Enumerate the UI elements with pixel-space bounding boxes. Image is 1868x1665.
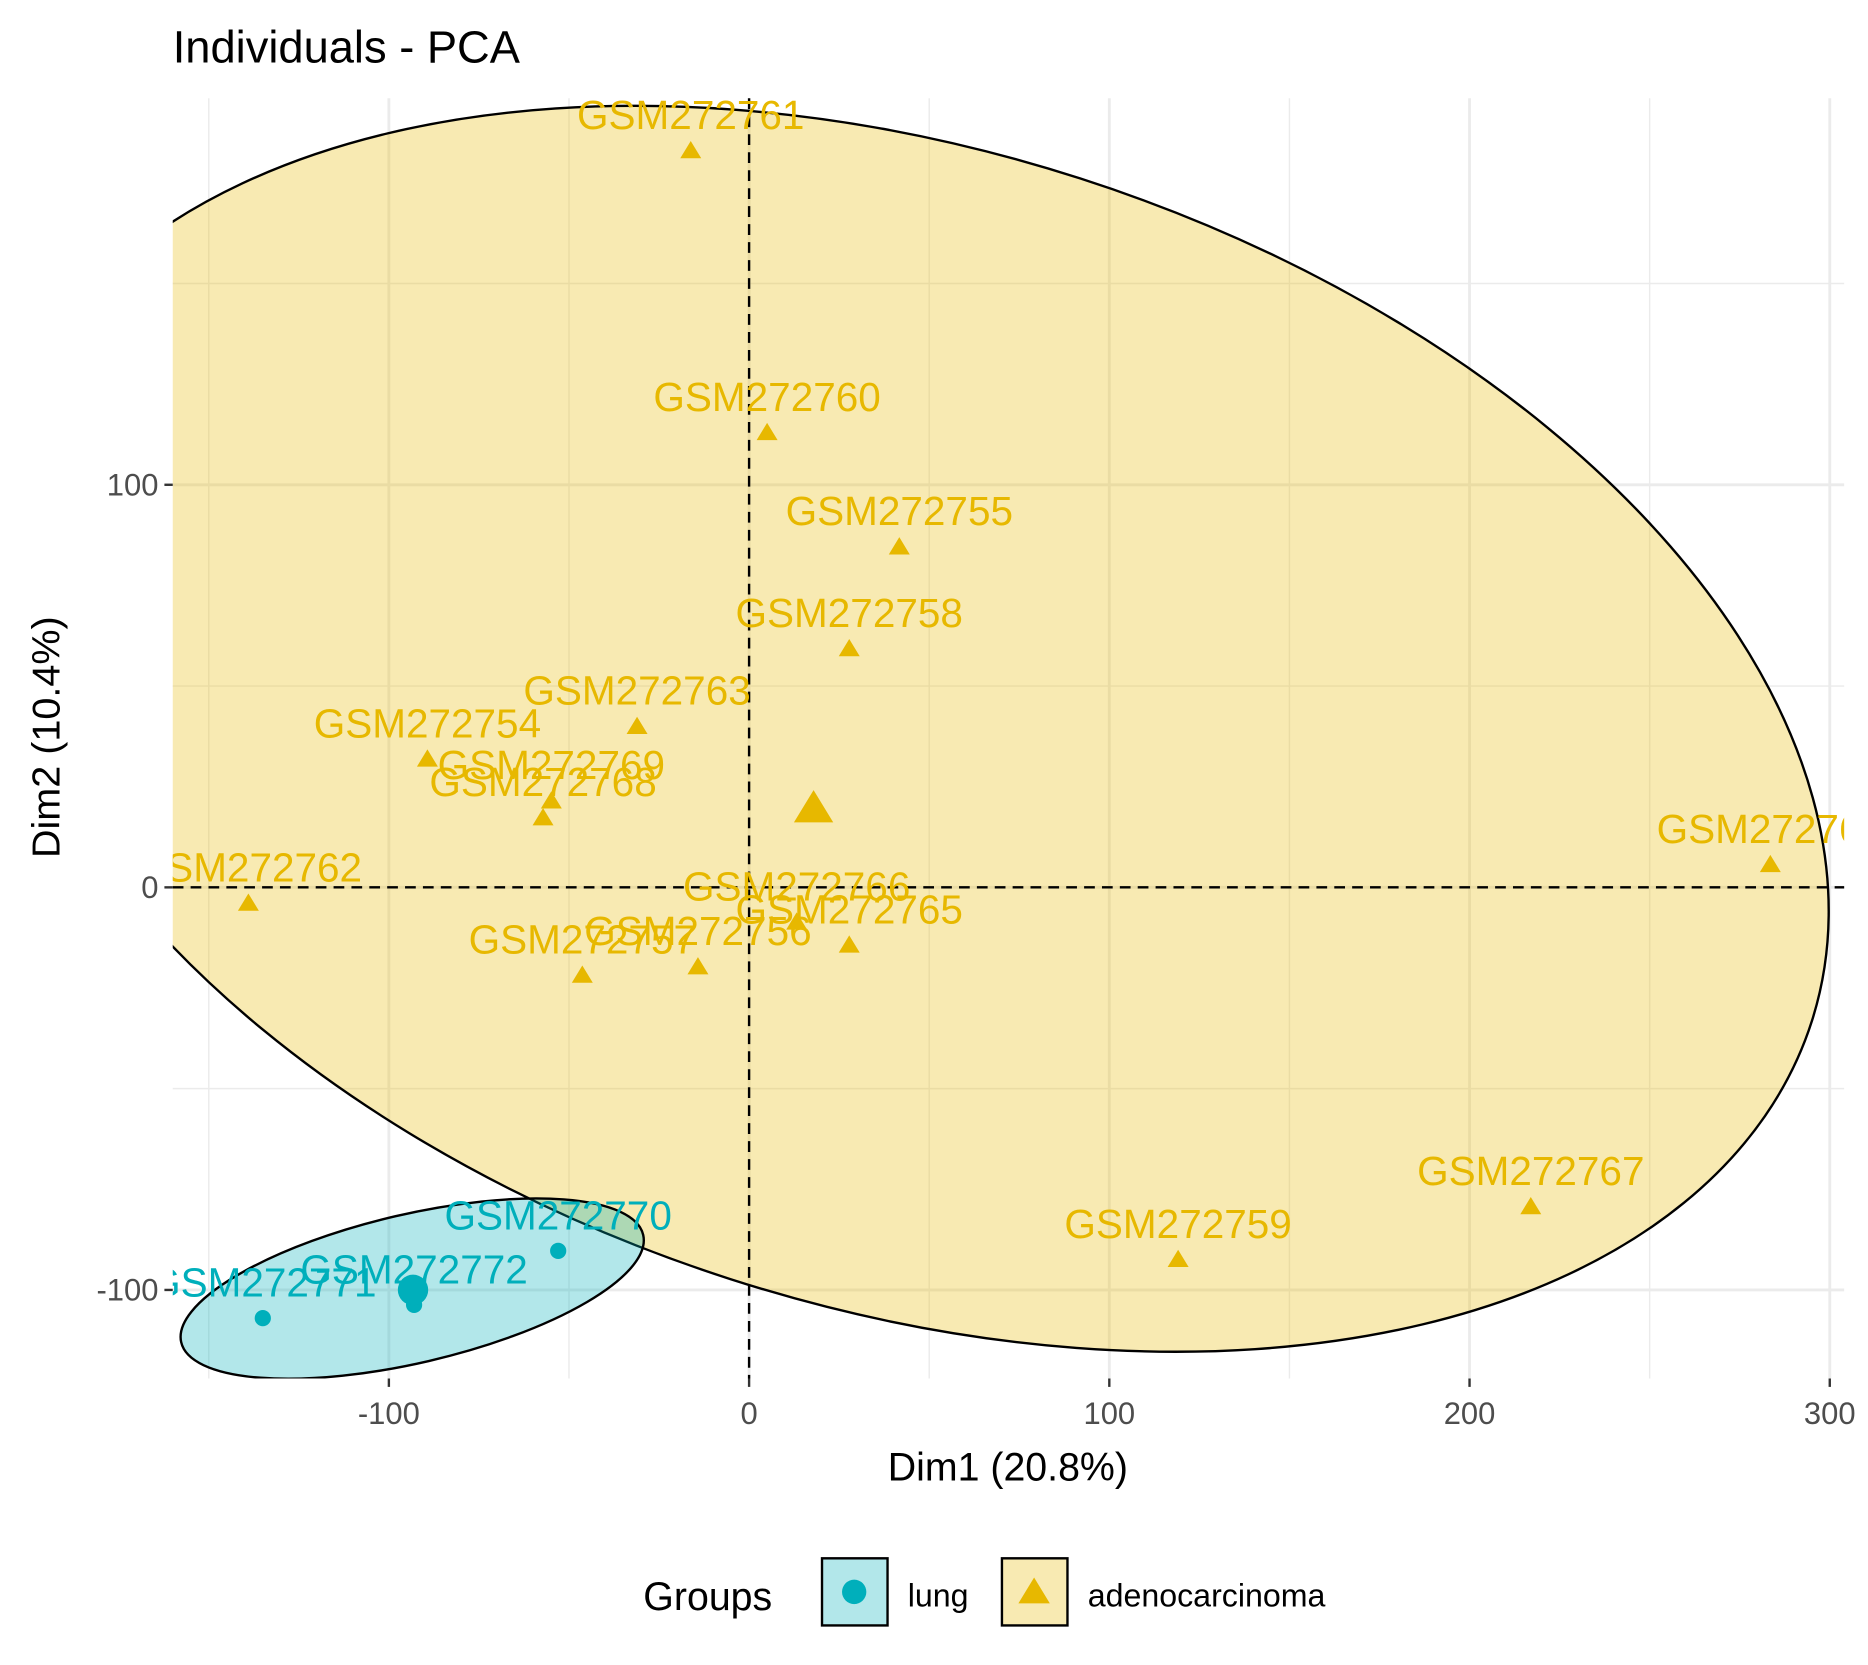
point bbox=[838, 935, 860, 953]
legend-symbol bbox=[842, 1579, 867, 1605]
grid bbox=[172, 98, 1845, 1379]
point bbox=[532, 808, 554, 826]
point bbox=[237, 893, 259, 911]
x-tick-label: -100 bbox=[358, 1396, 420, 1431]
x-tick-label: 0 bbox=[740, 1396, 757, 1431]
point bbox=[1759, 854, 1781, 873]
point-label: GSM272766 bbox=[683, 863, 910, 909]
point-label: GSM272758 bbox=[736, 590, 963, 636]
point-label: GSM272755 bbox=[786, 488, 1013, 534]
point bbox=[550, 1242, 567, 1260]
x-tick-label: 200 bbox=[1444, 1396, 1496, 1431]
point bbox=[680, 141, 702, 159]
reference-lines bbox=[172, 98, 1845, 1379]
legend: Groups lung adenocarcinoma bbox=[643, 1557, 1326, 1627]
chart-title: Individuals - PCA bbox=[173, 21, 521, 72]
x-axis-title: Dim1 (20.8%) bbox=[888, 1445, 1128, 1489]
point bbox=[838, 639, 860, 657]
point-label: GSM272764 bbox=[1657, 806, 1868, 852]
point bbox=[1520, 1197, 1542, 1215]
point-label: GSM272757 bbox=[469, 916, 696, 962]
confidence-ellipse bbox=[172, 104, 1830, 1353]
group-mean bbox=[793, 790, 834, 823]
point-label: GSM272762 bbox=[135, 844, 362, 890]
point bbox=[786, 912, 808, 930]
legend-label: adenocarcinoma bbox=[1088, 1577, 1326, 1613]
y-tick-label: 100 bbox=[107, 467, 159, 502]
y-tick-label: 0 bbox=[141, 870, 158, 905]
point-label: GSM272760 bbox=[653, 374, 880, 420]
point-label: GSM272761 bbox=[577, 92, 804, 138]
x-tick-label: 100 bbox=[1083, 1396, 1135, 1431]
point-label: GSM272770 bbox=[444, 1192, 671, 1238]
point bbox=[888, 537, 910, 555]
point bbox=[626, 716, 648, 734]
point-label: GSM272754 bbox=[314, 700, 541, 746]
point-label: GSM272765 bbox=[736, 886, 963, 932]
point-label: GSM272771 bbox=[149, 1259, 376, 1305]
group-mean bbox=[397, 1274, 429, 1306]
ellipses bbox=[172, 104, 1830, 1379]
point bbox=[687, 957, 709, 975]
legend-label: lung bbox=[908, 1577, 969, 1613]
x-tick-label: 300 bbox=[1804, 1396, 1856, 1431]
point bbox=[1167, 1249, 1189, 1268]
point-label: GSM272769 bbox=[438, 742, 665, 788]
point-label: GSM272763 bbox=[523, 668, 750, 714]
point-label: GSM272756 bbox=[584, 908, 811, 954]
point-label: GSM272759 bbox=[1064, 1201, 1291, 1247]
point bbox=[756, 422, 778, 441]
point-label: GSM272767 bbox=[1417, 1148, 1644, 1194]
point-label: GSM272768 bbox=[429, 759, 656, 805]
legend-symbol bbox=[1018, 1577, 1050, 1604]
point bbox=[254, 1309, 271, 1327]
y-axis-title: Dim2 (10.4%) bbox=[25, 616, 69, 858]
legend-title: Groups bbox=[643, 1575, 772, 1619]
point bbox=[416, 749, 438, 767]
axes: -100 0 100 200 300 -100 0 100 bbox=[96, 467, 1855, 1431]
points: GSM272771GSM272772GSM272770GSM272761GSM2… bbox=[135, 92, 1868, 1327]
point bbox=[571, 965, 593, 983]
point bbox=[540, 791, 562, 809]
y-tick-label: -100 bbox=[96, 1273, 158, 1308]
